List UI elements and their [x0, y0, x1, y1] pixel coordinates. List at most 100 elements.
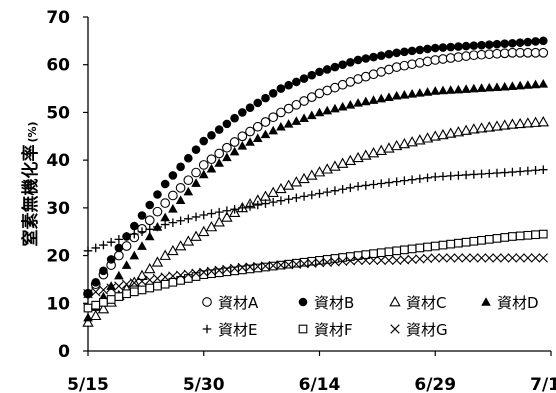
data-point — [153, 281, 162, 291]
data-point — [329, 160, 341, 171]
data-point — [314, 107, 325, 117]
data-point — [229, 263, 240, 274]
data-point — [183, 186, 194, 196]
data-point — [313, 166, 326, 177]
data-point — [446, 42, 455, 52]
data-point — [422, 253, 433, 264]
data-point — [137, 241, 147, 250]
data-point — [145, 283, 155, 293]
data-point — [446, 239, 456, 249]
data-point — [537, 116, 550, 127]
data-point — [469, 253, 479, 263]
data-point — [330, 62, 340, 72]
data-point — [361, 181, 371, 190]
data-point — [184, 214, 193, 224]
data-point — [406, 136, 418, 147]
data-point — [476, 253, 487, 263]
data-point — [345, 256, 356, 266]
data-point — [260, 129, 271, 139]
data-point — [253, 98, 263, 108]
data-point — [484, 253, 494, 263]
data-point — [336, 157, 349, 168]
data-point — [143, 263, 156, 274]
data-point — [245, 202, 255, 211]
data-point — [384, 49, 394, 59]
legend-item-4: 資材D — [481, 294, 539, 312]
data-point — [515, 80, 525, 90]
data-point — [175, 195, 186, 205]
data-point — [469, 83, 479, 93]
y-tick-label: 30 — [46, 199, 70, 219]
data-point — [282, 179, 295, 190]
data-point — [415, 45, 425, 55]
data-point — [191, 178, 201, 187]
data-point — [222, 152, 232, 162]
data-point — [160, 179, 170, 189]
data-point — [369, 180, 378, 189]
data-point — [407, 89, 417, 98]
data-point — [346, 183, 355, 193]
legend-marker — [202, 297, 212, 307]
data-point — [291, 258, 301, 268]
data-point — [199, 210, 209, 220]
data-point — [299, 96, 309, 106]
series-layer — [82, 36, 550, 327]
data-point — [152, 206, 163, 217]
data-point — [376, 93, 387, 103]
data-point — [444, 127, 457, 138]
data-point — [168, 204, 178, 213]
data-point — [276, 84, 286, 93]
data-point — [267, 186, 279, 197]
data-point — [477, 169, 486, 179]
data-point — [276, 196, 286, 205]
data-point — [346, 58, 355, 67]
data-point — [229, 146, 240, 156]
data-point — [423, 242, 432, 252]
data-point — [83, 312, 93, 322]
data-point — [469, 236, 479, 246]
data-point — [214, 158, 224, 167]
legend-label: 資材C — [406, 294, 446, 312]
data-point — [214, 207, 224, 217]
data-point — [129, 278, 139, 288]
data-point — [453, 84, 464, 94]
data-point — [530, 79, 541, 89]
data-point — [499, 81, 510, 91]
data-point — [276, 107, 286, 118]
data-point — [168, 277, 178, 287]
data-point — [506, 118, 519, 129]
data-point — [538, 36, 548, 46]
data-point — [338, 60, 347, 70]
data-point — [430, 43, 440, 53]
data-point — [121, 241, 132, 251]
data-point — [291, 259, 302, 269]
data-point — [346, 252, 355, 261]
data-point — [321, 163, 333, 174]
x-tick-label: 6/14 — [299, 375, 341, 393]
data-point — [508, 167, 517, 177]
data-point — [344, 154, 357, 165]
data-point — [315, 67, 324, 77]
data-point — [500, 39, 510, 49]
data-point — [522, 117, 534, 128]
data-point — [477, 235, 486, 245]
data-point — [114, 292, 124, 301]
y-tick-label: 0 — [58, 342, 70, 362]
data-point — [483, 121, 496, 132]
data-point — [253, 261, 263, 272]
data-point — [128, 276, 141, 287]
data-point — [500, 168, 509, 177]
data-point — [290, 176, 303, 187]
data-point — [299, 258, 309, 269]
data-point — [83, 289, 93, 299]
data-point — [322, 105, 333, 115]
series-5 — [83, 165, 548, 256]
data-point — [445, 253, 456, 263]
data-point — [468, 123, 480, 134]
data-point — [229, 137, 240, 147]
data-point — [392, 48, 401, 58]
data-point — [83, 246, 93, 256]
data-point — [283, 259, 294, 270]
data-point — [160, 220, 170, 229]
